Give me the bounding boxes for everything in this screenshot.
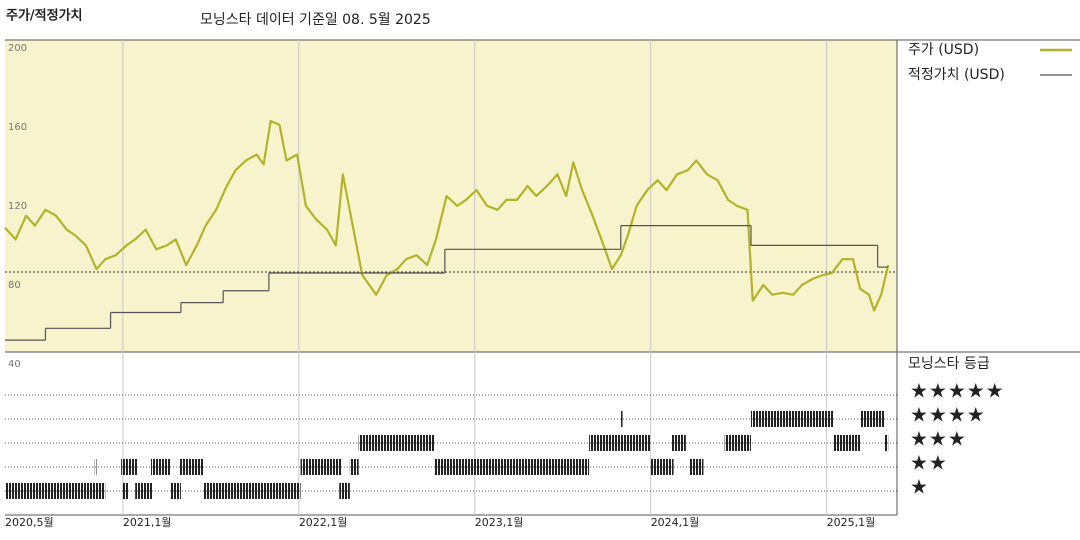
- x-tick-label: 2024,1월: [651, 516, 700, 529]
- y-tick-label: 40: [8, 359, 21, 370]
- price-line: [4, 119, 890, 312]
- rating-bar: [135, 483, 153, 499]
- rating-bar: [151, 459, 171, 475]
- y-tick-label: 120: [8, 201, 27, 212]
- rating-bar: [689, 459, 704, 475]
- rating-bar: [650, 459, 674, 475]
- rating-bar: [833, 435, 861, 451]
- rating-bar: [724, 435, 751, 451]
- rating-label: ★★★: [910, 427, 967, 451]
- rating-bar: [620, 411, 623, 427]
- y-tick-label: 80: [8, 280, 21, 291]
- rating-bar: [358, 435, 435, 451]
- chart-title: 주가/적정가치: [6, 8, 83, 24]
- rating-bar: [300, 459, 342, 475]
- rating-bar: [750, 411, 834, 427]
- rating-bar: [349, 459, 359, 475]
- x-tick-label: 2022,1월: [299, 516, 348, 529]
- x-tick-label: 2025,1월: [827, 516, 876, 529]
- rating-bar: [122, 483, 129, 499]
- rating-bar: [121, 459, 137, 475]
- rating-bar: [589, 435, 651, 451]
- rating-bar: [339, 483, 350, 499]
- rating-bar: [671, 435, 686, 451]
- rating-bar: [434, 459, 590, 475]
- y-tick-label: 160: [8, 122, 27, 133]
- x-tick-label: 2020,5월: [5, 516, 54, 529]
- chart-subtitle: 모닝스타 데이터 기준일 08. 5월 2025: [200, 12, 431, 28]
- x-tick-label: 2021,1월: [123, 516, 172, 529]
- price-panel: [5, 40, 897, 352]
- rating-bar: [94, 459, 97, 475]
- rating-label: ★: [910, 475, 929, 499]
- legend-label: 적정가치 (USD): [908, 67, 1005, 83]
- rating-bar: [179, 459, 204, 475]
- rating-bar: [860, 411, 885, 427]
- rating-label: ★★★★: [910, 403, 986, 427]
- x-tick-label: 2023,1월: [475, 516, 524, 529]
- rating-bar: [5, 483, 106, 499]
- rating-label: ★★: [910, 451, 948, 475]
- rating-bar: [203, 483, 301, 499]
- rating-bar: [170, 483, 181, 499]
- y-tick-label: 200: [8, 43, 27, 54]
- legend-label: 주가 (USD): [908, 42, 979, 58]
- rating-bar: [884, 435, 889, 451]
- rating-label: ★★★★★: [910, 379, 1005, 403]
- legend-label: 모닝스타 등급: [908, 356, 990, 372]
